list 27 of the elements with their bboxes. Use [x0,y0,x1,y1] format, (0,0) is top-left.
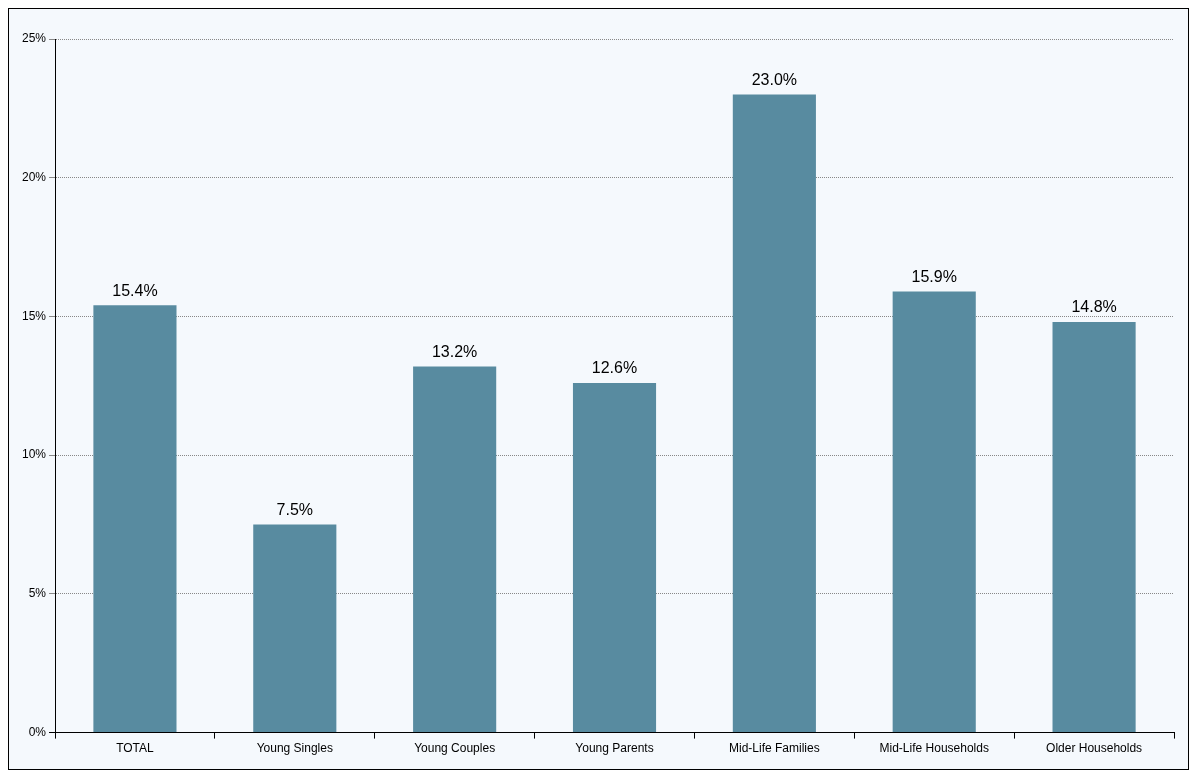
x-tick-label: Mid-Life Families [729,741,820,756]
y-tick-label: 0% [28,724,47,739]
x-tick-label: Mid-Life Households [879,741,989,756]
data-label: 7.5% [276,500,314,518]
bar [892,291,976,733]
y-tick-label: 5% [28,586,47,601]
data-label: 15.4% [112,281,158,299]
data-label: 13.2% [431,342,478,360]
x-tick-label: Young Parents [575,741,654,756]
x-tick-label: Young Couples [414,741,496,756]
data-label: 12.6% [591,359,638,377]
data-label: 14.8% [1071,298,1117,316]
x-tick-label: TOTAL [116,741,155,756]
y-tick-label: 25% [21,31,47,46]
data-label: 15.9% [911,267,957,285]
x-tick-label: Older Households [1046,741,1143,756]
bar [1052,321,1136,733]
bar [732,94,816,733]
y-tick-label: 20% [21,170,47,185]
x-tick-label: Young Singles [256,741,333,756]
y-tick-label: 15% [21,308,47,323]
y-tick-label: 10% [21,447,47,462]
bar [413,366,497,733]
bar [253,524,337,733]
data-label: 23.0% [751,70,798,88]
bar [572,383,657,733]
bar [93,305,177,733]
